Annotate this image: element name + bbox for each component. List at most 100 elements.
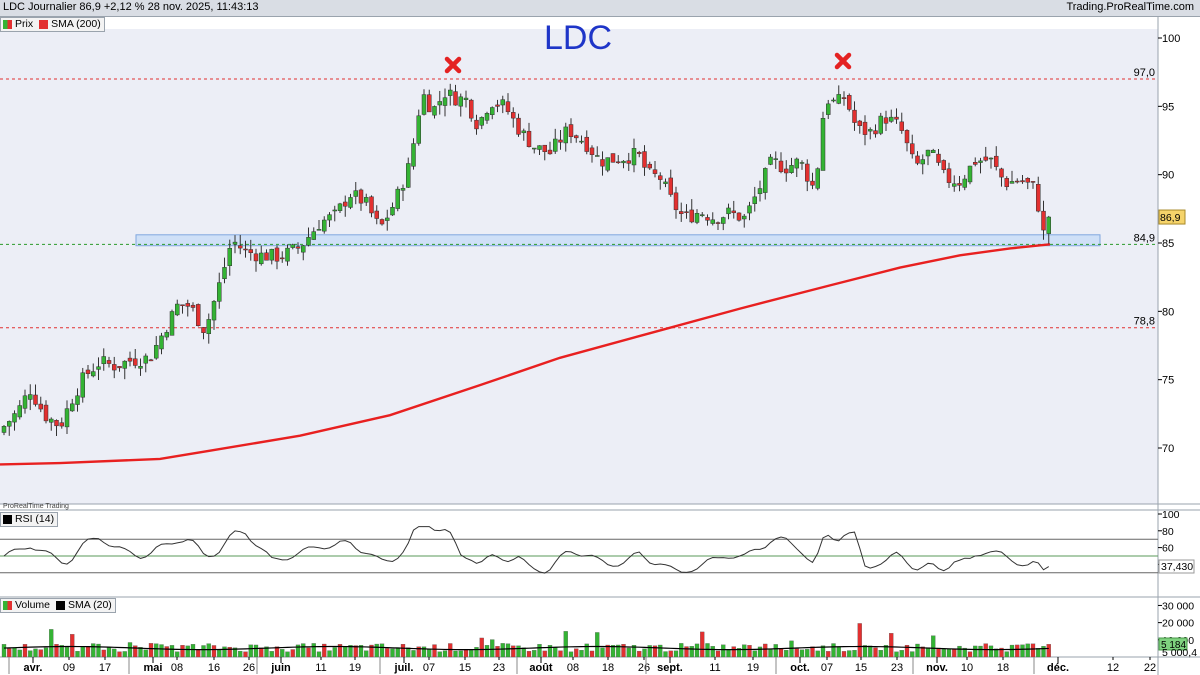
volume-bar bbox=[469, 650, 474, 658]
volume-bar bbox=[589, 650, 595, 658]
volume-bar bbox=[752, 650, 757, 658]
volume-bar bbox=[794, 648, 799, 658]
candle-body bbox=[117, 366, 122, 369]
volume-bar bbox=[873, 647, 878, 658]
candle-body bbox=[983, 156, 988, 161]
volume-bar bbox=[1041, 646, 1046, 658]
price-legend-label: Prix bbox=[15, 18, 34, 30]
candle-body bbox=[316, 229, 322, 231]
volume-legend[interactable]: Volume SMA (20) bbox=[0, 598, 116, 613]
instrument-title: LDC Journalier 86,9 +2,12 % 28 nov. 2025… bbox=[3, 1, 259, 13]
candle-body bbox=[1036, 183, 1041, 212]
volume-bar bbox=[1009, 644, 1015, 658]
candle-body bbox=[91, 371, 96, 377]
volume-bar bbox=[747, 645, 752, 658]
volume-bar bbox=[385, 648, 390, 658]
volume-bar bbox=[931, 635, 936, 658]
price-tick-label: 100 bbox=[1162, 33, 1180, 45]
candle-body bbox=[626, 160, 631, 164]
candle-body bbox=[22, 395, 28, 409]
candle-body bbox=[537, 145, 542, 150]
candle-body bbox=[243, 248, 248, 251]
rsi-value-badge: 37,430 bbox=[1161, 561, 1193, 573]
volume-bar bbox=[70, 634, 75, 658]
volume-bar bbox=[952, 649, 957, 658]
volume-bar bbox=[138, 647, 143, 658]
rsi-legend[interactable]: RSI (14) bbox=[0, 512, 59, 527]
candle-body bbox=[668, 177, 673, 195]
volume-bar bbox=[883, 645, 889, 658]
candle-body bbox=[684, 211, 689, 213]
volume-bar bbox=[243, 651, 248, 658]
candle-body bbox=[873, 130, 878, 135]
candle-body bbox=[731, 210, 736, 214]
last-price-badge: 86,9 bbox=[1160, 212, 1181, 224]
volume-bar bbox=[994, 648, 999, 658]
candle-body bbox=[138, 365, 143, 369]
volume-bar bbox=[957, 645, 962, 658]
volume-bar bbox=[1020, 644, 1025, 658]
candle-body bbox=[616, 161, 621, 164]
volume-bar bbox=[316, 651, 322, 658]
rsi-line bbox=[3, 526, 1050, 574]
volume-bar bbox=[106, 647, 112, 658]
candle-body bbox=[600, 159, 605, 167]
candle-body bbox=[973, 162, 978, 165]
candle-body bbox=[479, 117, 484, 126]
candle-body bbox=[852, 109, 857, 123]
candle-body bbox=[164, 332, 169, 338]
volume-bar bbox=[416, 646, 421, 658]
volume-bar bbox=[169, 645, 175, 658]
volume-bar bbox=[505, 643, 511, 658]
volume-value-badge-bg bbox=[1158, 637, 1188, 651]
peak-marker-2-icon bbox=[834, 52, 852, 70]
volume-bar bbox=[154, 643, 159, 658]
candle-body bbox=[721, 217, 726, 224]
volume-bar bbox=[862, 645, 868, 658]
volume-bar bbox=[757, 646, 763, 658]
candle-body bbox=[568, 124, 574, 137]
x-axis-label: 07 bbox=[821, 662, 833, 674]
x-axis-label: juin bbox=[270, 662, 291, 674]
candle-body bbox=[38, 403, 43, 410]
volume-bar bbox=[763, 643, 768, 658]
candle-body bbox=[185, 303, 190, 307]
volume-bar bbox=[532, 650, 537, 658]
candle-body bbox=[752, 196, 757, 204]
volume-bar bbox=[610, 645, 616, 658]
candle-body bbox=[390, 207, 395, 216]
x-axis-label: 23 bbox=[891, 662, 903, 674]
candle-body bbox=[511, 112, 516, 119]
volume-bar bbox=[584, 643, 589, 658]
candle-body bbox=[910, 143, 915, 155]
price-tick-label: 70 bbox=[1162, 443, 1174, 455]
volume-bar bbox=[75, 651, 80, 658]
candle-body bbox=[925, 149, 931, 157]
volume-bar bbox=[311, 643, 316, 658]
candle-body bbox=[810, 180, 815, 186]
source-label[interactable]: Trading.ProRealTime.com bbox=[1066, 1, 1194, 13]
x-axis-label: 17 bbox=[99, 662, 111, 674]
chart-title: LDC bbox=[544, 19, 612, 57]
candle-body bbox=[631, 148, 637, 166]
candle-body bbox=[563, 126, 568, 144]
candle-body bbox=[773, 158, 778, 160]
candle-body bbox=[458, 96, 463, 107]
candle-body bbox=[1, 426, 7, 433]
volume-bar bbox=[190, 644, 196, 658]
price-legend[interactable]: Prix SMA (200) bbox=[0, 17, 105, 32]
candle-body bbox=[652, 169, 658, 174]
volume-bar bbox=[479, 637, 484, 658]
candle-body bbox=[474, 119, 479, 130]
rsi-tick-label: 60 bbox=[1162, 543, 1174, 555]
volume-bar bbox=[22, 644, 28, 658]
volume-bar bbox=[306, 647, 311, 658]
candle-body bbox=[238, 245, 243, 249]
rsi-value-badge-bg bbox=[1158, 559, 1195, 574]
candle-body bbox=[920, 159, 925, 165]
x-axis-label: oct. bbox=[790, 662, 810, 674]
volume-bar bbox=[579, 650, 584, 658]
candle-body bbox=[227, 247, 232, 266]
x-axis-label: 18 bbox=[997, 662, 1009, 674]
